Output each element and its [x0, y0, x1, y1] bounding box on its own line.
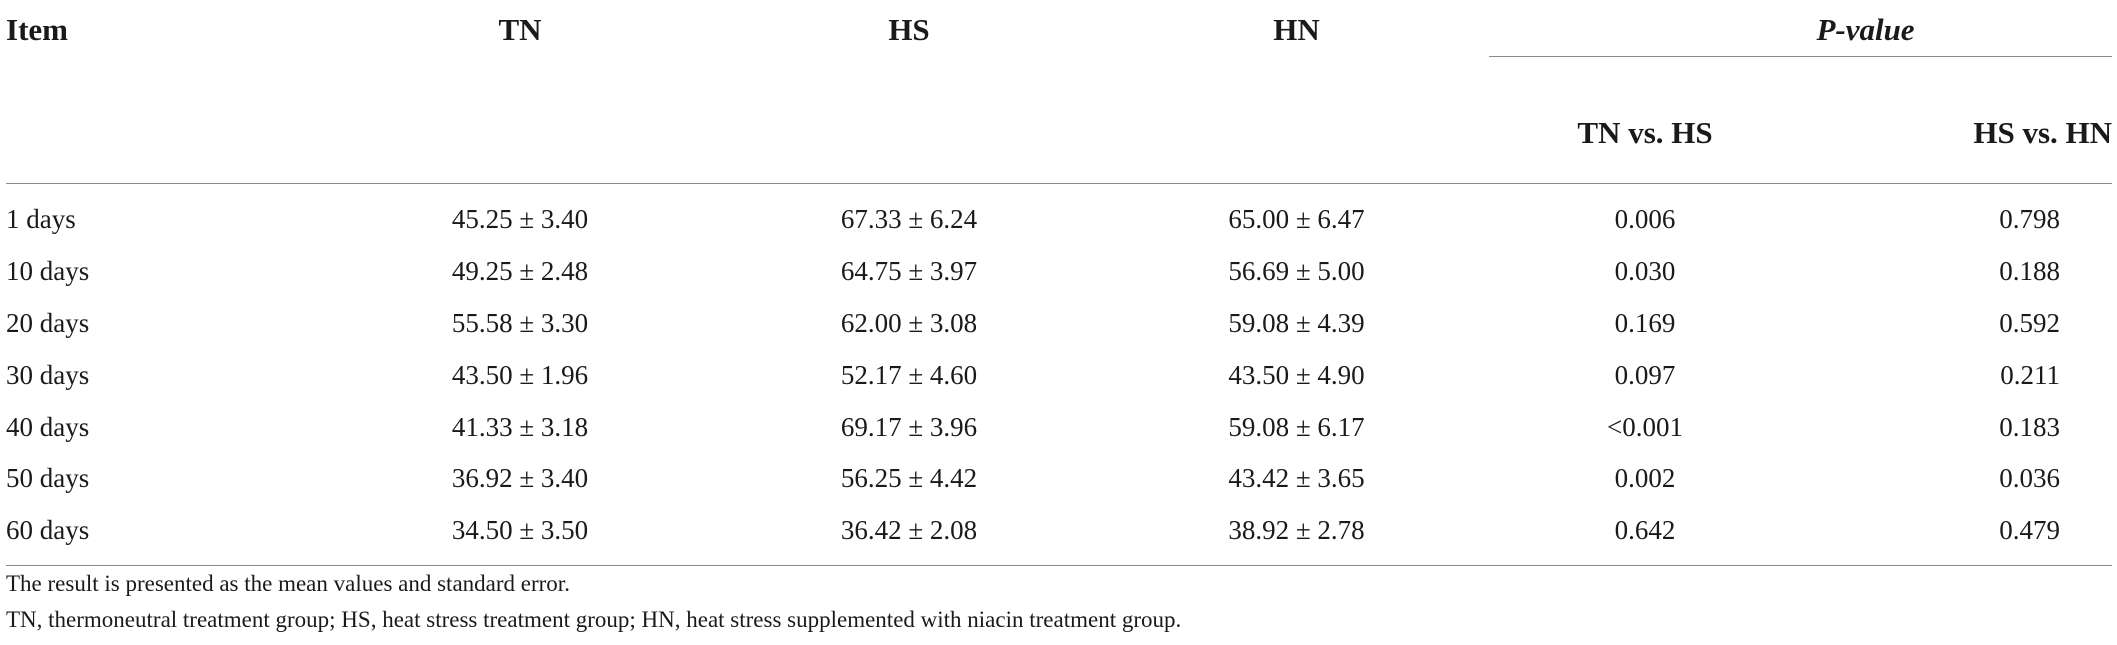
- header-hs: HS: [888, 12, 930, 48]
- cell-item: 40 days: [6, 411, 90, 442]
- cell-hn: 43.50 ± 4.90: [1228, 359, 1365, 390]
- cell-hn: 59.08 ± 4.39: [1228, 307, 1365, 338]
- cell-hs: 52.17 ± 4.60: [840, 359, 978, 390]
- cell-item: 50 days: [6, 463, 90, 494]
- cell-hn: 59.08 ± 6.17: [1228, 411, 1365, 442]
- table-row: 10 days 49.25 ± 2.48 64.75 ± 3.97 56.69 ± 5…: [6, 246, 2112, 298]
- cell-hs-vs-hn: 0.183: [1999, 411, 2061, 442]
- cell-tn: 55.58 ± 3.30: [451, 307, 589, 338]
- table-row: 60 days 34.50 ± 3.50 36.42 ± 2.08 38.92 ± 2…: [6, 504, 2113, 566]
- cell-tn-vs-hs: 0.642: [1489, 504, 1801, 566]
- cell-hs-vs-hn: 0.211: [2000, 359, 2061, 390]
- table-row: 1 days 45.25 ± 3.40 67.33 ± 6.24 65.00 ± 6.…: [6, 184, 2112, 246]
- cell-tn-vs-hs: 0.030: [1614, 256, 1676, 287]
- cell-hn: 65.00 ± 6.47: [1228, 204, 1365, 235]
- cell-hn: 43.42 ± 3.65: [1228, 463, 1365, 494]
- cell-tn-vs-hs: <0.001: [1607, 411, 1683, 442]
- table-row: 20 days 55.58 ± 3.30 62.00 ± 3.08 59.08 ± 4…: [6, 298, 2112, 350]
- cell-item: 60 days: [6, 504, 326, 566]
- table-footnotes: The result is presented as the mean valu…: [6, 566, 1181, 638]
- cell-hs: 64.75 ± 3.97: [840, 256, 978, 287]
- header-row-primary: Item TN HS HN P-value: [6, 0, 2113, 57]
- header-item: Item: [6, 12, 68, 48]
- cell-hs-vs-hn: 0.592: [1999, 307, 2061, 338]
- header-p-value: P-value: [1489, 0, 2113, 57]
- cell-tn: 49.25 ± 2.48: [451, 256, 589, 287]
- cell-hs: 67.33 ± 6.24: [840, 204, 978, 235]
- cell-tn: 45.25 ± 3.40: [451, 204, 589, 235]
- cell-item: 10 days: [6, 256, 90, 287]
- table-body: 1 days 45.25 ± 3.40 67.33 ± 6.24 65.00 ± 6.…: [6, 184, 2113, 566]
- header-blank-item: [6, 56, 326, 184]
- cell-tn: 36.92 ± 3.40: [451, 463, 589, 494]
- footnote-abbreviations: TN, thermoneutral treatment group; HS, h…: [6, 607, 1182, 632]
- header-tn-vs-hs: TN vs. HS: [1489, 56, 1801, 184]
- cell-item: 30 days: [6, 359, 90, 390]
- cell-hs-vs-hn: 0.188: [1999, 256, 2061, 287]
- header-hs-vs-hn: HS vs. HN: [1801, 56, 2113, 184]
- header-blank-tn: [326, 56, 714, 184]
- header-hn: HN: [1273, 12, 1320, 48]
- cell-tn-vs-hs: 0.169: [1614, 307, 1676, 338]
- cell-hn: 38.92 ± 2.78: [1104, 504, 1489, 566]
- header-tn: TN: [498, 12, 542, 48]
- cell-hs: 62.00 ± 3.08: [840, 307, 978, 338]
- header-row-secondary: TN vs. HS HS vs. HN: [6, 56, 2113, 184]
- cell-hs-vs-hn: 0.479: [1801, 504, 2113, 566]
- cell-item: 1 days: [6, 204, 76, 235]
- table-header: Item TN HS HN P-value TN vs. HS HS vs. H…: [6, 0, 2113, 184]
- cell-tn-vs-hs: 0.002: [1614, 463, 1676, 494]
- cell-tn-vs-hs: 0.006: [1614, 204, 1676, 235]
- cell-hs-vs-hn: 0.036: [1999, 463, 2061, 494]
- cell-hs: 36.42 ± 2.08: [714, 504, 1104, 566]
- cell-tn: 43.50 ± 1.96: [451, 359, 589, 390]
- cell-tn: 41.33 ± 3.18: [451, 411, 589, 442]
- data-table: Item TN HS HN P-value TN vs. HS HS vs. H…: [6, 0, 2113, 566]
- cell-hs-vs-hn: 0.798: [1999, 204, 2061, 235]
- cell-item: 20 days: [6, 307, 90, 338]
- footnote-statistics: The result is presented as the mean valu…: [6, 571, 570, 596]
- cell-hs: 56.25 ± 4.42: [840, 463, 978, 494]
- table-row: 30 days 43.50 ± 1.96 52.17 ± 4.60 43.50 ± 4…: [6, 349, 2112, 401]
- cell-hs: 69.17 ± 3.96: [840, 411, 978, 442]
- header-blank-hs: [714, 56, 1104, 184]
- cell-hn: 56.69 ± 5.00: [1228, 256, 1365, 287]
- cell-tn-vs-hs: 0.097: [1614, 359, 1676, 390]
- table-row: 50 days 36.92 ± 3.40 56.25 ± 4.42 43.42 ± 3…: [6, 453, 2112, 505]
- header-blank-hn: [1104, 56, 1489, 184]
- table-row: 40 days 41.33 ± 3.18 69.17 ± 3.96 59.08 ± 6…: [6, 401, 2112, 453]
- cell-tn: 34.50 ± 3.50: [326, 504, 714, 566]
